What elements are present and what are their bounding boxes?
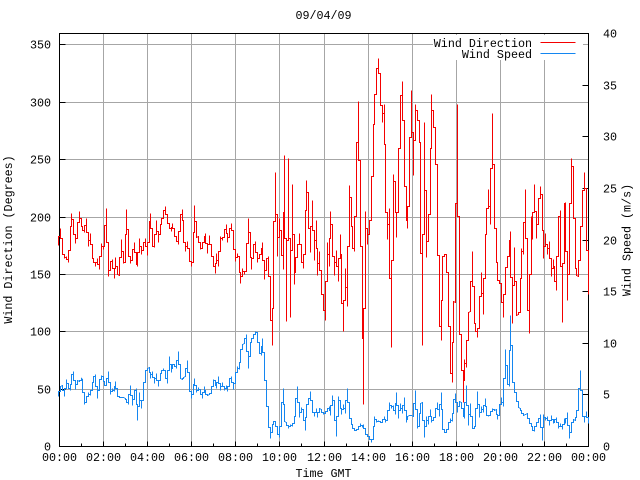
svg-text:0: 0 bbox=[603, 441, 610, 455]
svg-text:22:00: 22:00 bbox=[527, 451, 562, 465]
svg-text:20: 20 bbox=[603, 235, 617, 249]
svg-text:250: 250 bbox=[30, 154, 51, 168]
svg-text:16:00: 16:00 bbox=[395, 451, 430, 465]
svg-text:200: 200 bbox=[30, 212, 51, 226]
svg-text:06:00: 06:00 bbox=[174, 451, 209, 465]
svg-text:Wind Speed: Wind Speed bbox=[462, 48, 532, 62]
svg-text:40: 40 bbox=[603, 28, 617, 42]
svg-text:10:00: 10:00 bbox=[262, 451, 297, 465]
svg-text:50: 50 bbox=[37, 384, 51, 398]
svg-text:Wind Direction (Degrees): Wind Direction (Degrees) bbox=[2, 155, 16, 323]
svg-text:18:00: 18:00 bbox=[439, 451, 474, 465]
svg-text:30: 30 bbox=[603, 131, 617, 145]
svg-text:08:00: 08:00 bbox=[218, 451, 253, 465]
svg-text:35: 35 bbox=[603, 80, 617, 94]
svg-text:100: 100 bbox=[30, 326, 51, 340]
svg-text:Time GMT: Time GMT bbox=[295, 467, 351, 480]
svg-text:15: 15 bbox=[603, 286, 617, 300]
svg-text:00:00: 00:00 bbox=[571, 451, 606, 465]
svg-text:04:00: 04:00 bbox=[130, 451, 165, 465]
svg-text:12:00: 12:00 bbox=[307, 451, 342, 465]
svg-text:20:00: 20:00 bbox=[483, 451, 518, 465]
svg-text:Wind Direction: Wind Direction bbox=[434, 37, 532, 51]
svg-text:25: 25 bbox=[603, 183, 617, 197]
svg-text:02:00: 02:00 bbox=[86, 451, 121, 465]
svg-text:350: 350 bbox=[30, 39, 51, 53]
svg-text:0: 0 bbox=[44, 441, 51, 455]
svg-text:150: 150 bbox=[30, 269, 51, 283]
svg-text:Wind Speed (m/s): Wind Speed (m/s) bbox=[621, 184, 635, 296]
svg-text:14:00: 14:00 bbox=[351, 451, 386, 465]
svg-text:5: 5 bbox=[603, 389, 610, 403]
svg-text:10: 10 bbox=[603, 338, 617, 352]
svg-text:00:00: 00:00 bbox=[42, 451, 77, 465]
svg-text:300: 300 bbox=[30, 97, 51, 111]
svg-text:09/04/09: 09/04/09 bbox=[295, 9, 351, 23]
